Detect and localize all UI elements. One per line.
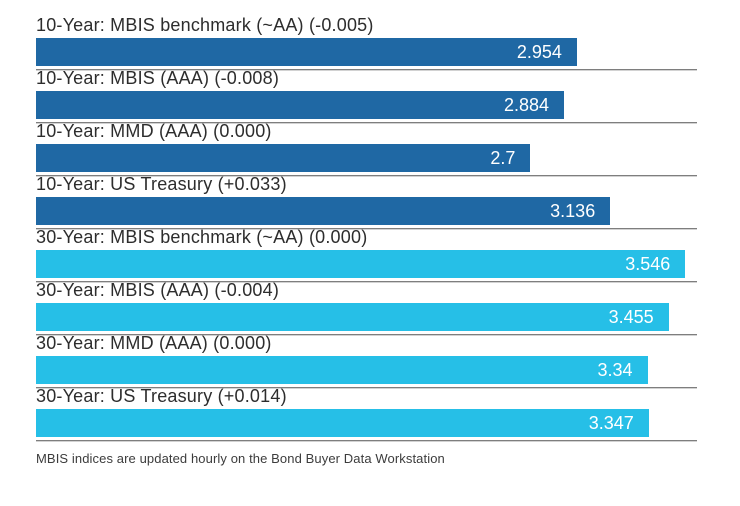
row-divider [36, 334, 697, 336]
row-divider [36, 387, 697, 389]
bar-value-label: 2.884 [504, 94, 550, 115]
row-divider [36, 69, 697, 71]
yield-bar: 3.347 [36, 409, 649, 437]
chart-row: 30-Year: MBIS benchmark (~AA) (0.000) 3.… [36, 227, 697, 283]
row-divider [36, 175, 697, 177]
bar-value-label: 3.347 [588, 412, 634, 433]
yield-bar-chart: 10-Year: MBIS benchmark (~AA) (-0.005) 2… [36, 15, 697, 442]
bar-value-label: 2.954 [516, 41, 562, 62]
bar-value-label: 3.455 [608, 306, 654, 327]
footer-note: MBIS indices are updated hourly on the B… [36, 451, 445, 466]
yield-bar: 3.546 [36, 250, 686, 278]
yield-bar: 2.954 [36, 38, 577, 66]
chart-row: 30-Year: MMD (AAA) (0.000) 3.34 [36, 333, 697, 389]
bar-value-label: 3.136 [550, 200, 596, 221]
yield-bar: 3.34 [36, 356, 648, 384]
row-divider [36, 122, 697, 124]
bar-value-label: 2.7 [490, 147, 516, 168]
bar-label: 30-Year: MBIS benchmark (~AA) (0.000) [36, 227, 368, 247]
row-divider [36, 440, 697, 442]
row-divider [36, 281, 697, 283]
bar-label: 10-Year: MBIS (AAA) (-0.008) [36, 68, 280, 88]
bar-label: 30-Year: US Treasury (+0.014) [36, 386, 287, 406]
yield-bar: 2.884 [36, 91, 565, 119]
bar-label: 30-Year: MBIS (AAA) (-0.004) [36, 280, 280, 300]
bar-label: 10-Year: MBIS benchmark (~AA) (-0.005) [36, 15, 374, 35]
yield-bar: 2.7 [36, 144, 531, 172]
chart-row: 10-Year: MBIS benchmark (~AA) (-0.005) 2… [36, 15, 697, 71]
bar-label: 10-Year: MMD (AAA) (0.000) [36, 121, 272, 141]
row-divider [36, 228, 697, 230]
chart-row: 30-Year: MBIS (AAA) (-0.004) 3.455 [36, 280, 697, 336]
yield-bar: 3.136 [36, 197, 611, 225]
chart-row: 10-Year: MMD (AAA) (0.000) 2.7 [36, 121, 697, 177]
bar-label: 30-Year: MMD (AAA) (0.000) [36, 333, 272, 353]
chart-row: 10-Year: MBIS (AAA) (-0.008) 2.884 [36, 68, 697, 124]
chart-row: 10-Year: US Treasury (+0.033) 3.136 [36, 174, 697, 230]
bar-value-label: 3.34 [597, 359, 633, 380]
bar-value-label: 3.546 [625, 253, 671, 274]
chart-row: 30-Year: US Treasury (+0.014) 3.347 [36, 386, 697, 442]
bar-label: 10-Year: US Treasury (+0.033) [36, 174, 287, 194]
yield-bar: 3.455 [36, 303, 669, 331]
